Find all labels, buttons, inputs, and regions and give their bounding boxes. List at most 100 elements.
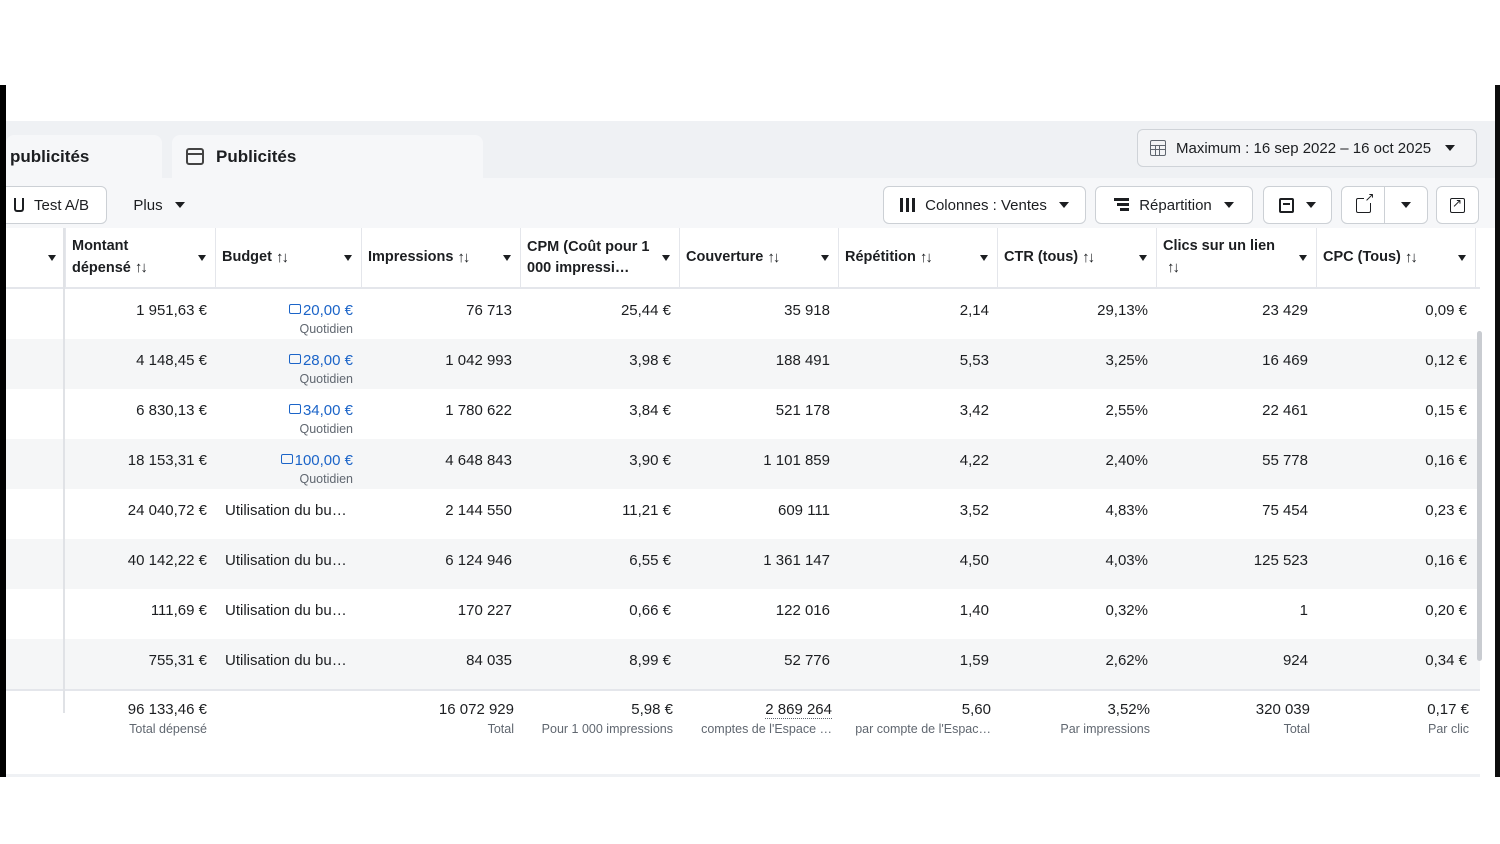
total-cpm: 5,98 €	[631, 701, 673, 718]
header-next-column[interactable]	[1475, 228, 1480, 287]
breakdown-button[interactable]: Répartition	[1095, 186, 1253, 224]
total-frequency: 5,60	[961, 701, 991, 718]
chart-icon	[1450, 197, 1465, 213]
cell-reach: 188 491	[775, 352, 830, 369]
cell-budget-link[interactable]: 28,00 €	[215, 352, 353, 369]
total-reach[interactable]: 2 869 264	[765, 701, 832, 719]
header-cpc[interactable]: CPC (Tous) ↑↓	[1316, 228, 1475, 287]
cell-budget-period: Quotidien	[299, 372, 353, 386]
more-button[interactable]: Plus	[124, 186, 194, 224]
cell-cpm: 6,55 €	[629, 552, 671, 569]
table-row[interactable]: 1 951,63 € 20,00 € Quotidien 76 713 25,44…	[6, 289, 1480, 339]
cell-cpm: 11,21 €	[622, 502, 671, 519]
sort-icon[interactable]: ↑↓	[1167, 259, 1180, 276]
header-spent[interactable]: Montant dépensé ↑↓	[65, 228, 215, 287]
chevron-down-icon	[344, 255, 352, 261]
cell-cpm: 0,66 €	[629, 602, 671, 619]
sort-icon[interactable]: ↑↓	[919, 249, 933, 266]
cell-cpc: 0,12 €	[1425, 352, 1467, 369]
cell-cpc: 0,15 €	[1425, 402, 1467, 419]
header-reach-label: Couverture	[686, 249, 764, 265]
cell-spent: 18 153,31 €	[127, 452, 207, 469]
table-row[interactable]: 24 040,72 € Utilisation du bu… 2 144 550…	[6, 489, 1480, 539]
cell-ctr: 2,55%	[1105, 402, 1148, 419]
table-row[interactable]: 6 830,13 € 34,00 € Quotidien 1 780 622 3,…	[6, 389, 1480, 439]
chevron-down-icon	[174, 202, 185, 208]
header-frequency-label: Répétition	[845, 249, 916, 265]
header-cpm[interactable]: CPM (Coût pour 1 000 impressi…	[520, 228, 679, 287]
tab-ads[interactable]: Publicités	[172, 135, 483, 178]
ab-test-button[interactable]: Test A/B	[6, 186, 107, 224]
date-range-button[interactable]: Maximum : 16 sep 2022 – 16 oct 2025	[1137, 129, 1477, 167]
export-icon	[1355, 190, 1375, 213]
table-row[interactable]: 18 153,31 € 100,00 € Quotidien 4 648 843 …	[6, 439, 1480, 489]
total-cpc-caption: Par clic	[1428, 722, 1469, 736]
chevron-down-icon	[980, 255, 988, 261]
sort-icon[interactable]: ↑↓	[767, 249, 780, 266]
chevron-down-icon	[1458, 255, 1466, 261]
totals-row: 96 133,46 € Total dépensé 16 072 929 Tot…	[6, 689, 1480, 774]
table-row[interactable]: 40 142,22 € Utilisation du bu… 6 124 946…	[6, 539, 1480, 589]
date-range-label: Maximum : 16 sep 2022 – 16 oct 2025	[1176, 139, 1432, 157]
sort-icon[interactable]: ↑↓	[457, 249, 470, 266]
total-link-clicks-caption: Total	[1283, 722, 1310, 736]
sort-icon[interactable]: ↑↓	[275, 249, 289, 266]
header-frequency[interactable]: Répétition ↑↓	[838, 228, 997, 287]
cell-budget-link[interactable]: 34,00 €	[215, 402, 353, 419]
cell-spent: 755,31 €	[148, 652, 207, 669]
header-ctr[interactable]: CTR (tous) ↑↓	[997, 228, 1156, 287]
reports-button[interactable]	[1263, 186, 1332, 224]
screen-edge-left	[0, 85, 6, 777]
sort-icon[interactable]: ↑↓	[1082, 249, 1095, 266]
cell-budget: 20,00 €	[302, 302, 353, 319]
frozen-column-divider	[63, 228, 65, 713]
cell-cpm: 8,99 €	[629, 652, 671, 669]
header-reach[interactable]: Couverture ↑↓	[679, 228, 838, 287]
chevron-down-icon	[1401, 202, 1411, 208]
total-impressions: 16 072 929	[438, 701, 514, 718]
budget-edit-icon	[288, 404, 301, 414]
table-row[interactable]: 755,31 € Utilisation du bu… 84 035 8,99 …	[6, 639, 1480, 689]
table-row[interactable]: 111,69 € Utilisation du bu… 170 227 0,66…	[6, 589, 1480, 639]
cell-budget-link[interactable]: 20,00 €	[215, 302, 353, 319]
cell-ctr: 4,83%	[1105, 502, 1148, 519]
header-budget[interactable]: Budget ↑↓	[215, 228, 361, 287]
budget-edit-icon	[280, 454, 293, 464]
total-ctr: 3,52%	[1107, 701, 1150, 718]
cell-frequency: 1,40	[959, 602, 989, 619]
cell-frequency: 5,53	[959, 352, 989, 369]
columns-label: Colonnes : Ventes	[925, 196, 1047, 214]
columns-button[interactable]: Colonnes : Ventes	[883, 186, 1086, 224]
table-row[interactable]: 4 148,45 € 28,00 € Quotidien 1 042 993 3,…	[6, 339, 1480, 389]
cell-spent: 111,69 €	[150, 602, 207, 619]
cell-cpc: 0,20 €	[1425, 602, 1467, 619]
sort-icon[interactable]: ↑↓	[1404, 249, 1418, 266]
header-name-column[interactable]	[6, 228, 65, 287]
chart-toggle-button[interactable]	[1436, 186, 1479, 224]
cell-budget-link[interactable]: 100,00 €	[215, 452, 353, 469]
header-budget-label: Budget	[222, 249, 272, 265]
chevron-down-icon	[1306, 202, 1316, 208]
header-link-clicks[interactable]: Clics sur un lien ↑↓	[1156, 228, 1316, 287]
cell-budget: 34,00 €	[302, 402, 353, 419]
sort-icon[interactable]: ↑↓	[134, 259, 148, 276]
chevron-down-icon	[1299, 255, 1307, 261]
vertical-scrollbar[interactable]	[1477, 331, 1482, 661]
cell-frequency: 4,22	[959, 452, 989, 469]
total-spent: 96 133,46 €	[127, 701, 207, 718]
cell-ctr: 0,32%	[1105, 602, 1148, 619]
export-button[interactable]	[1341, 186, 1385, 224]
cell-spent: 4 148,45 €	[136, 352, 207, 369]
total-cpm-caption: Pour 1 000 impressions	[541, 722, 673, 736]
export-menu-button[interactable]	[1384, 186, 1428, 224]
cell-spent: 6 830,13 €	[136, 402, 207, 419]
cell-impressions: 170 227	[457, 602, 512, 619]
tab-ad-sets-label: publicités	[10, 146, 90, 166]
tab-ad-sets[interactable]: publicités	[6, 135, 162, 178]
chevron-down-icon	[662, 255, 670, 261]
cell-frequency: 3,42	[959, 402, 989, 419]
cell-impressions: 1 042 993	[445, 352, 512, 369]
breakdown-label: Répartition	[1139, 196, 1212, 214]
cell-cpc: 0,34 €	[1425, 652, 1467, 669]
header-impressions[interactable]: Impressions ↑↓	[361, 228, 520, 287]
